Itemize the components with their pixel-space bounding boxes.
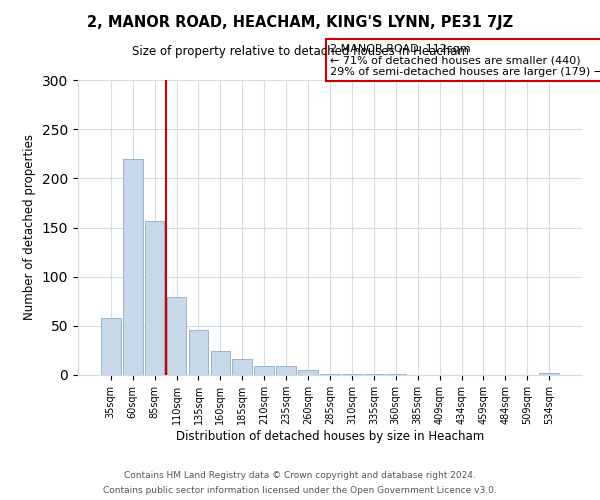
Bar: [254, 366, 274, 375]
Bar: [167, 298, 187, 375]
Bar: [101, 318, 121, 375]
Bar: [320, 374, 340, 375]
Bar: [276, 366, 296, 375]
Y-axis label: Number of detached properties: Number of detached properties: [23, 134, 37, 320]
Text: Contains HM Land Registry data © Crown copyright and database right 2024.: Contains HM Land Registry data © Crown c…: [124, 471, 476, 480]
Text: 2, MANOR ROAD, HEACHAM, KING'S LYNN, PE31 7JZ: 2, MANOR ROAD, HEACHAM, KING'S LYNN, PE3…: [87, 15, 513, 30]
Text: 2 MANOR ROAD: 112sqm
← 71% of detached houses are smaller (440)
29% of semi-deta: 2 MANOR ROAD: 112sqm ← 71% of detached h…: [330, 44, 600, 77]
Bar: [386, 374, 406, 375]
Bar: [123, 158, 143, 375]
Bar: [298, 370, 318, 375]
Text: Size of property relative to detached houses in Heacham: Size of property relative to detached ho…: [131, 45, 469, 58]
Bar: [188, 330, 208, 375]
X-axis label: Distribution of detached houses by size in Heacham: Distribution of detached houses by size …: [176, 430, 484, 442]
Bar: [342, 374, 362, 375]
Bar: [232, 360, 252, 375]
Text: Contains public sector information licensed under the Open Government Licence v3: Contains public sector information licen…: [103, 486, 497, 495]
Bar: [364, 374, 384, 375]
Bar: [145, 220, 164, 375]
Bar: [211, 352, 230, 375]
Bar: [539, 373, 559, 375]
